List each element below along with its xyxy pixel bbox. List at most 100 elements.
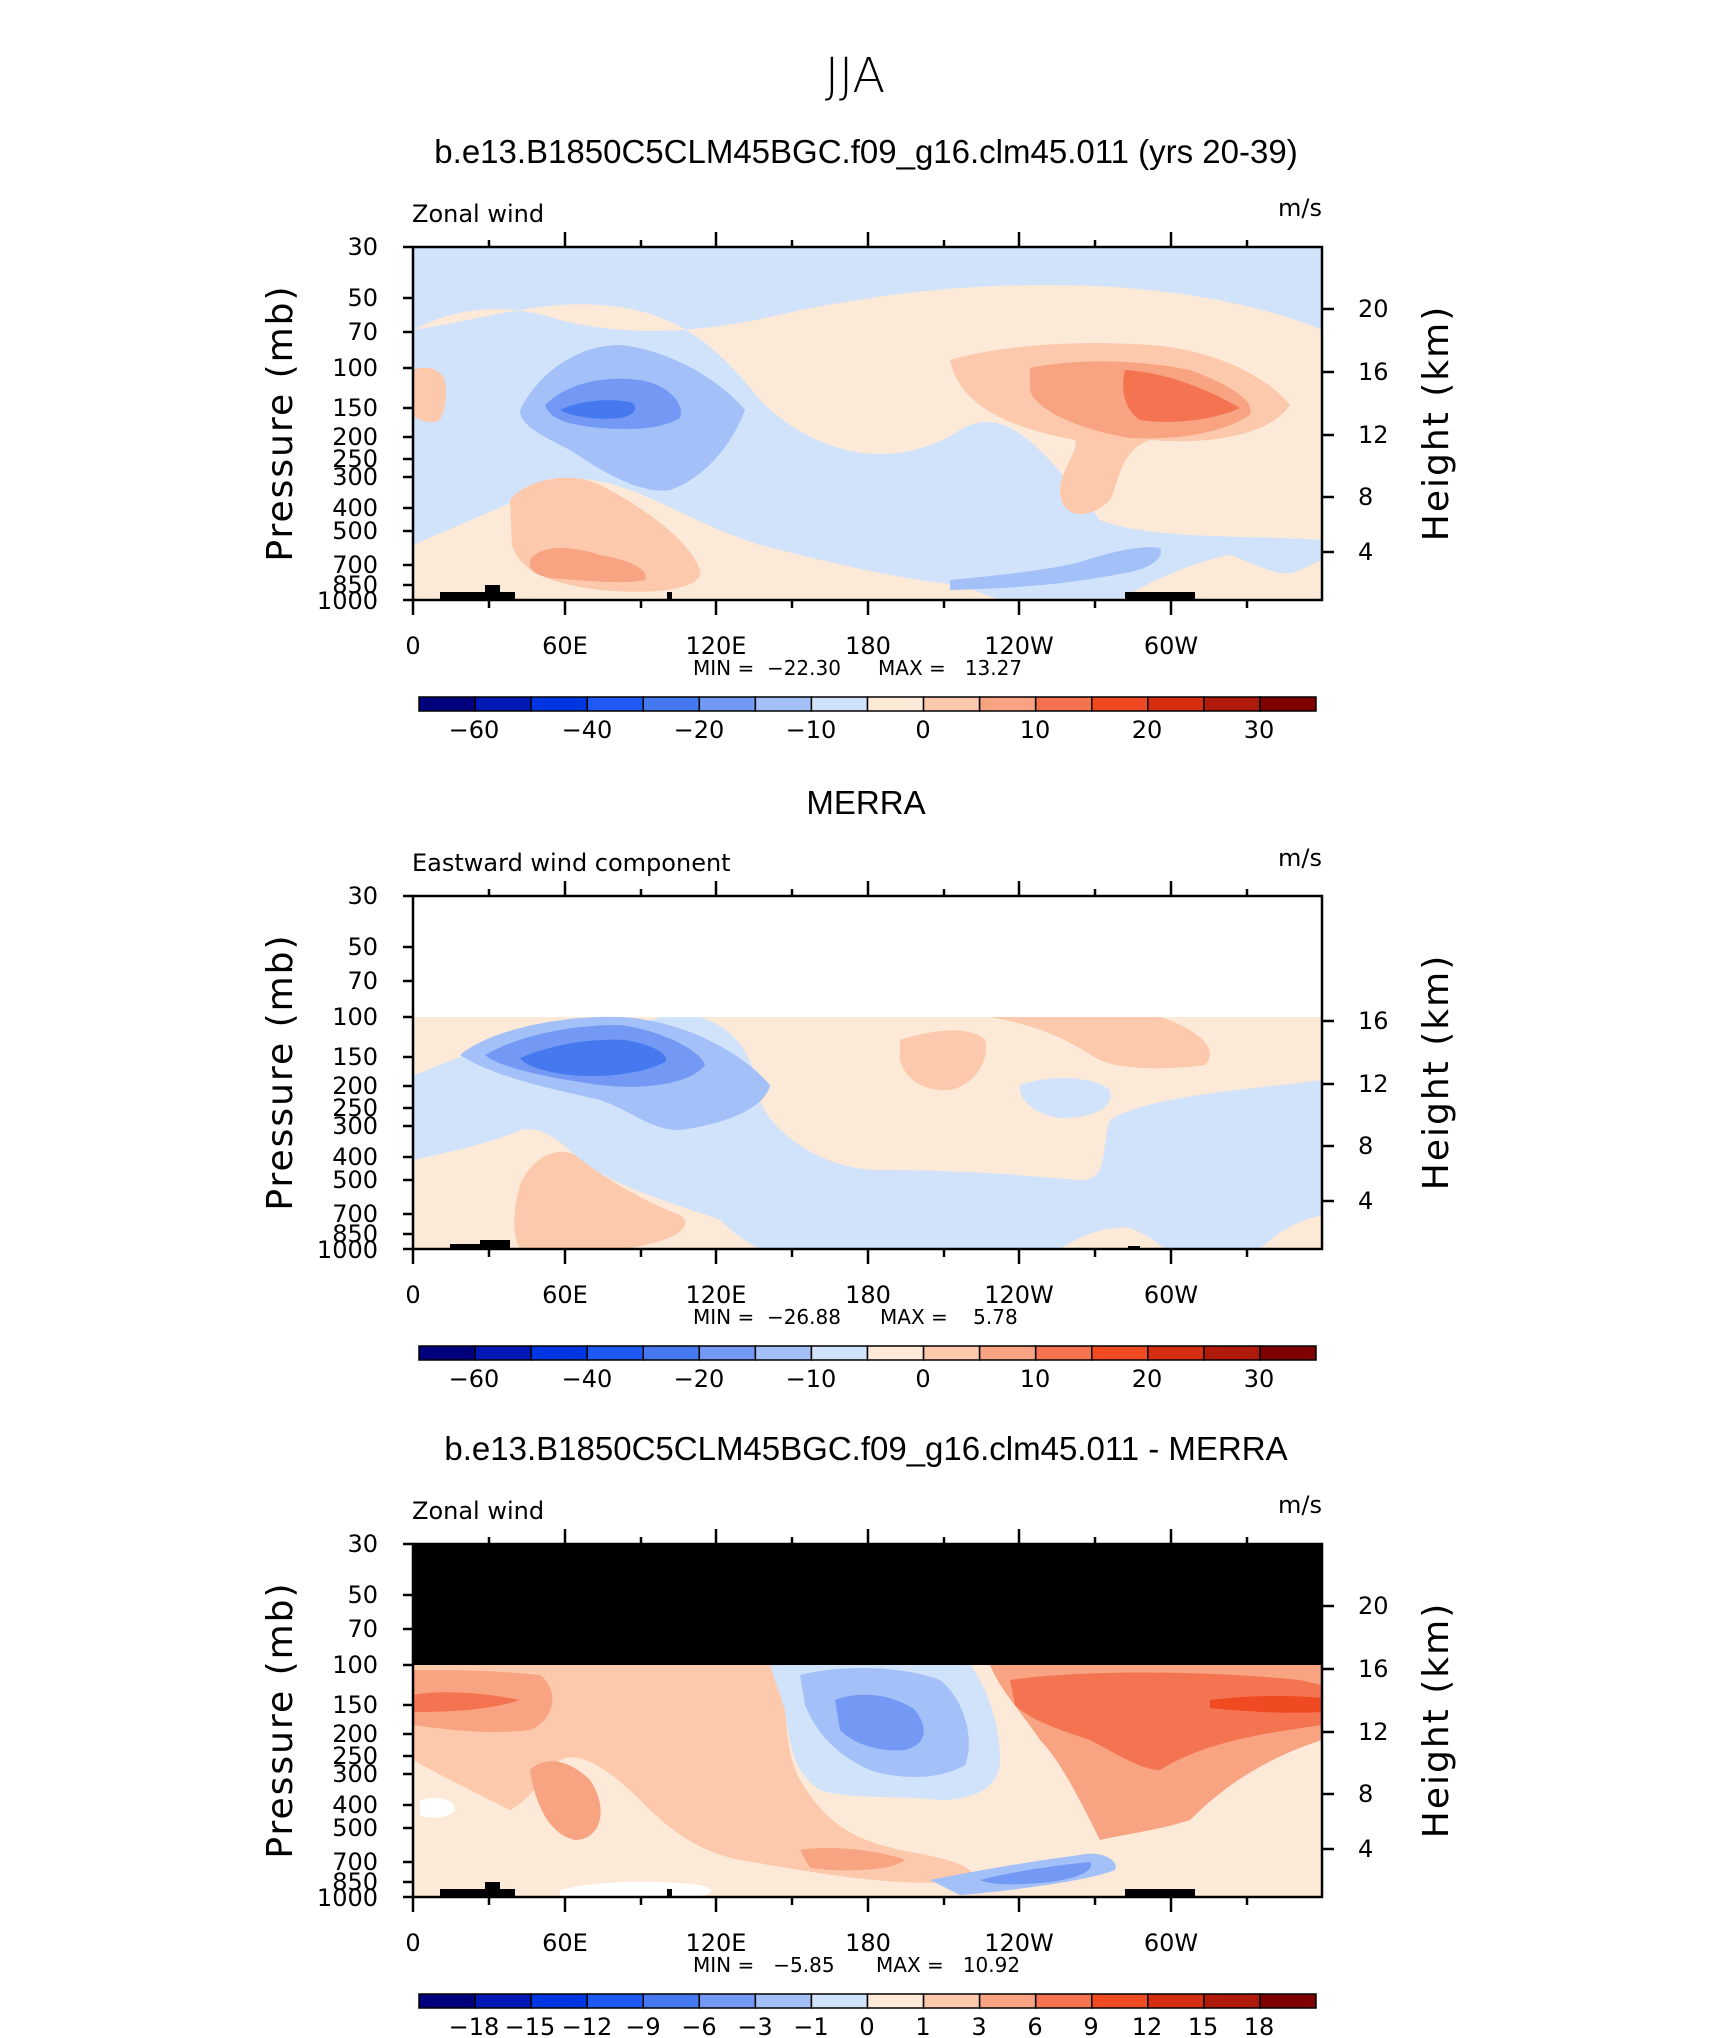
panel-3-x-tick-60e: 60E	[542, 1929, 588, 1957]
panel-2: MERRA Eastward wind component m/s 30 50 …	[260, 784, 1457, 1393]
panel-3-cb-label: −12	[562, 2013, 613, 2038]
colorbar-swatch	[1091, 696, 1149, 712]
panel-1-p-tick-100: 100	[332, 354, 378, 382]
colorbar-swatch	[698, 696, 757, 712]
panel-2-cb-label: 0	[915, 1365, 930, 1393]
panel-1-p-tick-300: 300	[332, 463, 378, 491]
panel-1-contour-lowcool	[950, 547, 1161, 590]
colorbar-swatch	[1203, 1345, 1261, 1361]
panel-1-p-tick-1000: 1000	[317, 587, 378, 615]
panel-3-x-tick-120e: 120E	[686, 1929, 747, 1957]
panel-1-right-tickmarks	[1322, 307, 1334, 554]
panel-1-h-tick-12: 12	[1358, 421, 1389, 449]
panel-3-x-tick-60w: 60W	[1144, 1929, 1198, 1957]
panel-2-p-tick-70: 70	[347, 967, 378, 995]
panel-3-cb-label: 6	[1027, 2013, 1042, 2038]
colorbar-swatch	[418, 696, 476, 712]
panel-3-p-tick-200: 200	[332, 1720, 378, 1748]
colorbar-swatch	[1259, 1993, 1317, 2009]
colorbar-swatch	[474, 696, 532, 712]
panel-1-contour-west-warm	[413, 367, 447, 423]
colorbar-swatch	[1259, 1345, 1317, 1361]
panel-2-contour-east-warm	[990, 1017, 1210, 1069]
figure-title: JJA	[825, 48, 885, 104]
panel-1-p-tick-500: 500	[332, 517, 378, 545]
panel-1-units: m/s	[1278, 194, 1322, 222]
panel-3: b.e13.B1850C5CLM45BGC.f09_g16.clm45.011 …	[260, 1430, 1457, 2038]
colorbar-swatch	[754, 1993, 813, 2009]
panel-1-h-tick-20: 20	[1358, 295, 1389, 323]
panel-1-x-tick-120e: 120E	[686, 632, 747, 660]
panel-2-p-tick-1000: 1000	[317, 1236, 378, 1264]
colorbar-swatch	[1259, 696, 1317, 712]
panel-3-cb-label: 1	[915, 2013, 930, 2038]
panel-2-max: MAX = 5.78	[880, 1305, 1018, 1329]
colorbar-swatch	[1147, 1993, 1205, 2009]
panel-3-p-tick-50: 50	[347, 1581, 378, 1609]
panel-2-min: MIN = −26.88	[693, 1305, 841, 1329]
colorbar-swatch	[642, 696, 701, 712]
panel-3-cb-label: 0	[859, 2013, 874, 2038]
panel-1-cb-label: −40	[562, 716, 613, 744]
panel-1-contour-africa-core	[529, 548, 646, 583]
panel-3-p-tick-400: 400	[332, 1791, 378, 1819]
panel-3-colorbar	[418, 1993, 1317, 2009]
panel-3-right-axis-label: Height (km)	[1416, 1602, 1457, 1838]
panel-3-contour-warm-east3	[1210, 1695, 1322, 1713]
colorbar-swatch	[1091, 1993, 1149, 2009]
panel-3-h-tick-16: 16	[1358, 1655, 1389, 1683]
panel-1-colorbar-labels: −60 −40 −20 −10 0 10 20 30	[449, 716, 1275, 744]
colorbar-swatch	[754, 696, 813, 712]
panel-3-contour-warm-west	[413, 1665, 973, 1883]
panel-3-h-tick-4: 4	[1358, 1835, 1373, 1863]
panel-2-right-axis-label: Height (km)	[1416, 954, 1457, 1190]
panel-1-p-tick-250: 250	[332, 445, 378, 473]
panel-2-contour-pacific-warm	[900, 1030, 986, 1091]
panel-3-cb-label: −15	[505, 2013, 556, 2038]
panel-1-x-tick-60w: 60W	[1144, 632, 1198, 660]
colorbar-swatch	[530, 696, 588, 712]
panel-1-p-tick-150: 150	[332, 394, 378, 422]
panel-2-contour-lowwarm-east	[1060, 1215, 1322, 1249]
panel-2-p-tick-50: 50	[347, 933, 378, 961]
panel-1-p-tick-700: 700	[332, 551, 378, 579]
panel-1-x-tick-0: 0	[405, 632, 420, 660]
panel-1-cb-label: 0	[915, 716, 930, 744]
panel-2-x-tick-180: 180	[845, 1281, 891, 1309]
colorbar-swatch	[810, 1345, 869, 1361]
panel-2-p-tick-850: 850	[332, 1220, 378, 1248]
colorbar-swatch	[474, 1993, 532, 2009]
panel-1-title: b.e13.B1850C5CLM45BGC.f09_g16.clm45.011 …	[434, 133, 1297, 170]
panel-2-h-tick-12: 12	[1358, 1070, 1389, 1098]
panel-3-contour-lowwhite	[420, 1798, 711, 1897]
colorbar-swatch	[698, 1345, 757, 1361]
panel-3-x-tickmarks	[411, 1529, 1249, 1912]
colorbar-swatch	[922, 1993, 981, 2009]
panel-2-left-string: Eastward wind component	[412, 849, 731, 877]
panel-1-cb-label: −10	[786, 716, 837, 744]
panel-2-units: m/s	[1278, 844, 1322, 872]
panel-2-x-tick-120w: 120W	[984, 1281, 1054, 1309]
panel-2-colorbar	[418, 1345, 1317, 1361]
panel-3-cb-label: −6	[681, 2013, 716, 2038]
colorbar-swatch	[586, 696, 644, 712]
panel-2-title: MERRA	[806, 784, 925, 821]
panel-3-p-tick-250: 250	[332, 1742, 378, 1770]
panel-2-cb-label: −40	[562, 1365, 613, 1393]
panel-2-p-tick-30: 30	[347, 882, 378, 910]
panel-1-colorbar	[418, 696, 1317, 712]
panel-1-contour-lowwarm2	[1120, 555, 1322, 600]
panel-3-cb-label: −9	[625, 2013, 660, 2038]
panel-2-colorbar-labels: −60 −40 −20 −10 0 10 20 30	[449, 1365, 1275, 1393]
panel-2-contour-pacific-cool	[1019, 1078, 1111, 1118]
panel-3-cb-label: 15	[1188, 2013, 1219, 2038]
panel-2-x-tick-0: 0	[405, 1281, 420, 1309]
panel-1-h-tick-16: 16	[1358, 358, 1389, 386]
panel-1-right-axis-label: Height (km)	[1416, 305, 1457, 541]
panel-3-units: m/s	[1278, 1491, 1322, 1519]
panel-2-h-tick-8: 8	[1358, 1132, 1373, 1160]
panel-2-x-ticks: 0 60E 120E 180 120W 60W	[405, 1281, 1198, 1309]
panel-1-left-ticks: 30 50 70 100 150 200 250 300 400 500 700…	[317, 233, 378, 615]
panel-2-x-tick-120e: 120E	[686, 1281, 747, 1309]
panel-2-h-tick-16: 16	[1358, 1007, 1389, 1035]
